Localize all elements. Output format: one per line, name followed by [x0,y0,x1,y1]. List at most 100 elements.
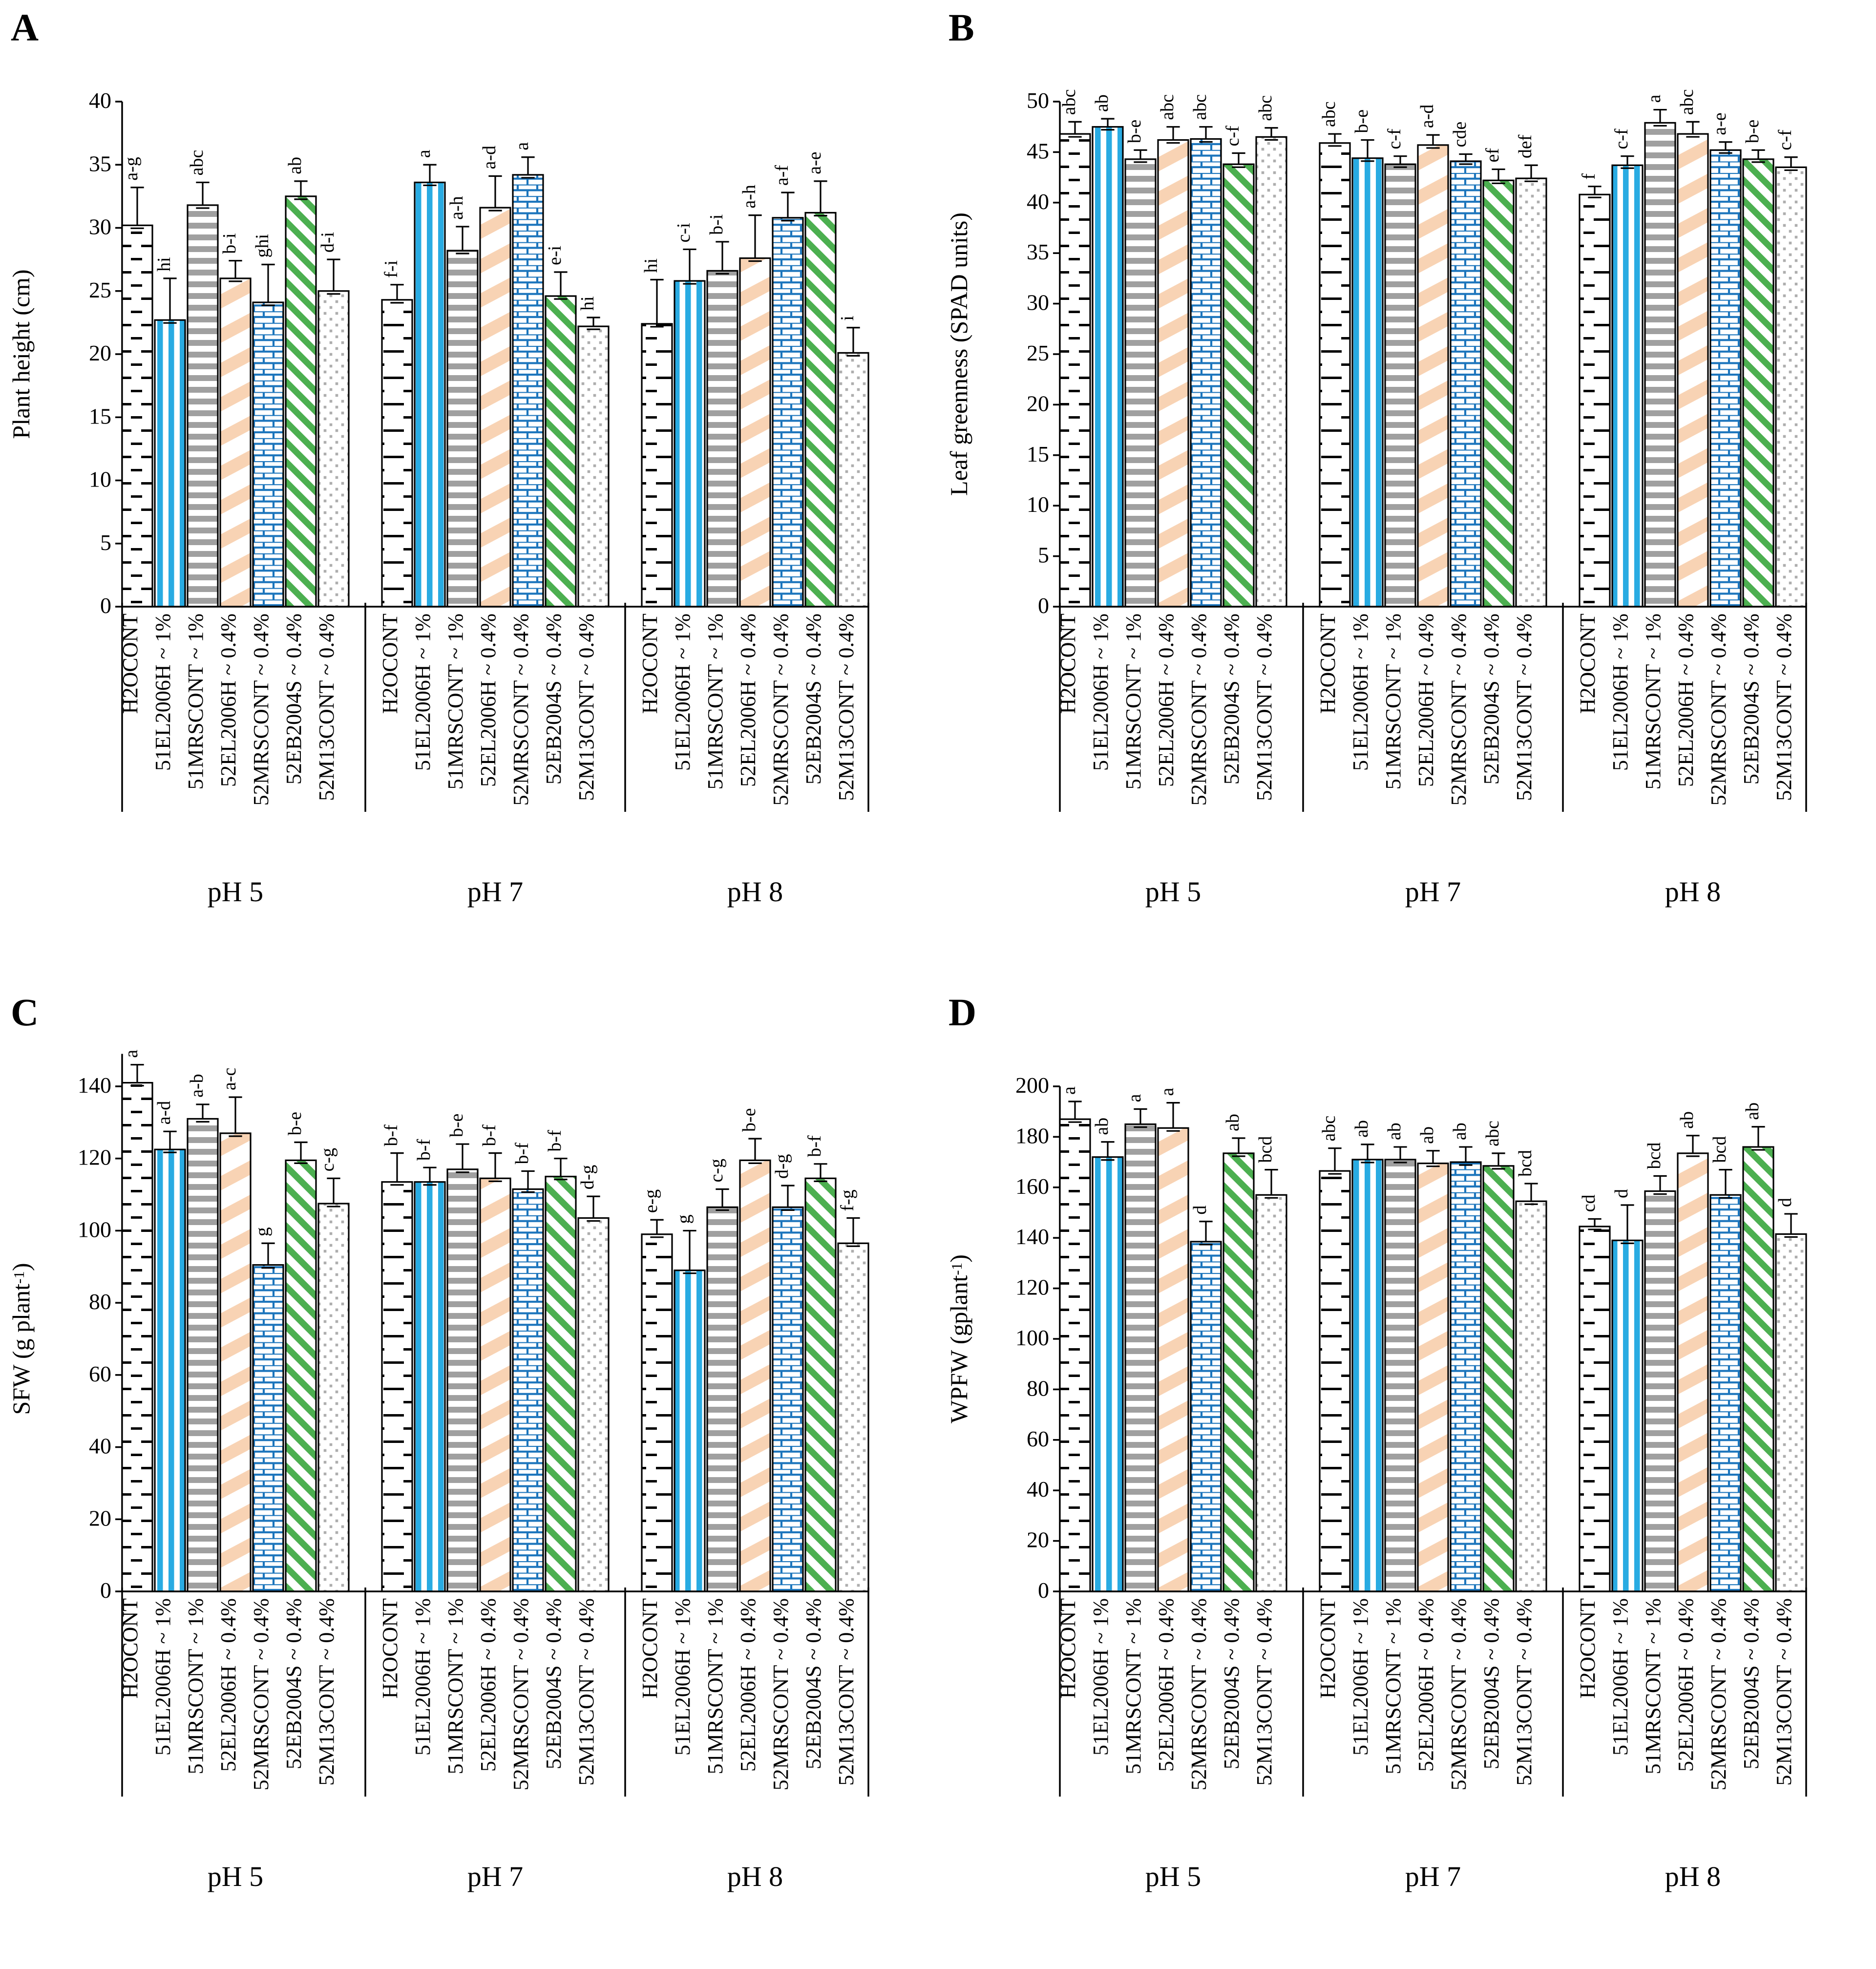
svg-text:hi: hi [577,296,598,311]
svg-text:52MRSCONT ~ 0.4%: 52MRSCONT ~ 0.4% [769,614,793,805]
svg-text:52EL2006H ~ 0.4%: 52EL2006H ~ 0.4% [216,614,240,787]
svg-text:D: D [949,992,976,1034]
svg-text:H2OCONT: H2OCONT [638,1598,662,1698]
svg-text:51EL2006H ~ 1%: 51EL2006H ~ 1% [1089,1598,1113,1756]
svg-text:52EB2004S ~ 0.4%: 52EB2004S ~ 0.4% [1479,614,1503,784]
svg-text:51MRSCONT ~ 1%: 51MRSCONT ~ 1% [184,1598,208,1774]
svg-text:ab: ab [1092,94,1112,112]
svg-text:51EL2006H ~ 1%: 51EL2006H ~ 1% [151,614,175,771]
svg-text:H2OCONT: H2OCONT [1056,1598,1080,1698]
svg-text:abc: abc [1677,89,1697,115]
svg-text:51EL2006H ~ 1%: 51EL2006H ~ 1% [1608,614,1632,771]
svg-text:H2OCONT: H2OCONT [1316,1598,1340,1698]
svg-text:52EL2006H ~ 0.4%: 52EL2006H ~ 0.4% [216,1598,240,1772]
svg-text:ab: ab [285,157,305,174]
svg-text:d-i: d-i [317,232,338,253]
svg-text:abc: abc [1059,89,1079,115]
svg-text:abc: abc [1255,95,1276,121]
svg-text:hi: hi [154,257,174,272]
svg-text:g: g [252,1227,273,1236]
svg-text:51EL2006H ~ 1%: 51EL2006H ~ 1% [1349,614,1372,771]
svg-text:25: 25 [89,277,111,302]
svg-text:5: 5 [100,530,111,555]
svg-text:a: a [1157,1088,1178,1096]
svg-text:0: 0 [1038,593,1049,618]
svg-text:abc: abc [1319,101,1339,127]
svg-text:52EB2004S ~ 0.4%: 52EB2004S ~ 0.4% [1220,614,1244,784]
svg-text:bcd: bcd [1709,1136,1730,1163]
svg-text:51EL2006H ~ 1%: 51EL2006H ~ 1% [1608,1598,1632,1756]
svg-text:52M13CONT ~ 0.4%: 52M13CONT ~ 0.4% [1512,614,1536,801]
svg-text:52EB2004S ~ 0.4%: 52EB2004S ~ 0.4% [1739,1598,1763,1769]
svg-text:pH 5: pH 5 [1145,876,1201,908]
svg-text:52M13CONT ~ 0.4%: 52M13CONT ~ 0.4% [574,1598,598,1786]
svg-text:52MRSCONT ~ 0.4%: 52MRSCONT ~ 0.4% [1707,1598,1730,1790]
svg-text:b-e: b-e [285,1112,305,1136]
svg-text:51EL2006H ~ 1%: 51EL2006H ~ 1% [671,1598,695,1756]
svg-text:a: a [414,149,434,158]
svg-text:30: 30 [89,214,111,239]
svg-text:20: 20 [1027,391,1049,416]
svg-text:51MRSCONT ~ 1%: 51MRSCONT ~ 1% [1381,1598,1405,1774]
svg-text:51EL2006H ~ 1%: 51EL2006H ~ 1% [411,614,435,771]
svg-text:51MRSCONT ~ 1%: 51MRSCONT ~ 1% [1641,1598,1665,1774]
svg-text:52EB2004S ~ 0.4%: 52EB2004S ~ 0.4% [801,614,825,784]
svg-text:52M13CONT ~ 0.4%: 52M13CONT ~ 0.4% [834,1598,858,1786]
svg-text:51MRSCONT ~ 1%: 51MRSCONT ~ 1% [1121,614,1145,789]
svg-text:hi: hi [641,258,661,273]
svg-text:cde: cde [1450,122,1470,148]
svg-text:140: 140 [1015,1224,1049,1249]
svg-text:cd: cd [1579,1195,1599,1212]
svg-text:52EB2004S ~ 0.4%: 52EB2004S ~ 0.4% [801,1598,825,1769]
svg-text:51EL2006H ~ 1%: 51EL2006H ~ 1% [671,614,695,771]
svg-text:pH 5: pH 5 [1145,1861,1201,1892]
svg-text:52EB2004S ~ 0.4%: 52EB2004S ~ 0.4% [1479,1598,1503,1769]
svg-text:pH 7: pH 7 [467,876,523,908]
svg-text:H2OCONT: H2OCONT [378,1598,402,1698]
svg-text:52EL2006H ~ 0.4%: 52EL2006H ~ 0.4% [476,1598,500,1772]
svg-text:ab: ab [1417,1126,1437,1144]
svg-text:d-g: d-g [577,1165,598,1190]
svg-text:bcd: bcd [1255,1136,1276,1163]
svg-text:pH 8: pH 8 [727,1861,783,1892]
svg-text:51MRSCONT ~ 1%: 51MRSCONT ~ 1% [1381,614,1405,789]
svg-text:c-f: c-f [1223,126,1243,147]
svg-text:H2OCONT: H2OCONT [1316,614,1340,714]
svg-text:c-f: c-f [1611,128,1632,149]
svg-text:SFW (g plant-1): SFW (g plant-1) [7,1263,35,1415]
svg-text:a-f: a-f [772,165,792,186]
svg-text:200: 200 [1015,1073,1049,1098]
svg-text:b-f: b-f [381,1124,401,1146]
svg-text:e-i: e-i [545,246,565,265]
svg-text:b-f: b-f [804,1135,825,1157]
svg-text:ab: ab [1223,1114,1243,1131]
svg-text:H2OCONT: H2OCONT [638,614,662,714]
svg-text:a-d: a-d [479,146,500,169]
svg-text:abc: abc [1319,1116,1339,1142]
svg-text:51EL2006H ~ 1%: 51EL2006H ~ 1% [1349,1598,1372,1756]
svg-text:20: 20 [89,1505,111,1530]
svg-text:d: d [1775,1198,1795,1207]
svg-text:b-e: b-e [1742,120,1763,144]
svg-text:a-g: a-g [121,157,142,181]
svg-text:52MRSCONT ~ 0.4%: 52MRSCONT ~ 0.4% [249,614,273,805]
svg-text:H2OCONT: H2OCONT [1056,614,1080,714]
svg-text:H2OCONT: H2OCONT [378,614,402,714]
svg-text:52EL2006H ~ 0.4%: 52EL2006H ~ 0.4% [1154,1598,1178,1772]
svg-text:140: 140 [78,1073,111,1098]
svg-text:52M13CONT ~ 0.4%: 52M13CONT ~ 0.4% [574,614,598,801]
svg-text:c-g: c-g [706,1159,727,1183]
svg-text:c-f: c-f [1384,128,1405,149]
svg-text:a-e: a-e [804,151,825,174]
svg-text:ab: ab [1450,1122,1470,1140]
svg-text:52EL2006H ~ 0.4%: 52EL2006H ~ 0.4% [1414,614,1438,787]
svg-text:51MRSCONT ~ 1%: 51MRSCONT ~ 1% [184,614,208,789]
svg-text:a: a [121,1050,142,1058]
svg-text:WPFW (gplant-1): WPFW (gplant-1) [945,1254,972,1423]
svg-text:pH 7: pH 7 [1405,876,1461,908]
svg-text:52M13CONT ~ 0.4%: 52M13CONT ~ 0.4% [1512,1598,1536,1786]
svg-text:52MRSCONT ~ 0.4%: 52MRSCONT ~ 0.4% [769,1598,793,1790]
svg-text:ef: ef [1482,148,1503,163]
svg-text:51MRSCONT ~ 1%: 51MRSCONT ~ 1% [443,1598,467,1774]
svg-text:52EB2004S ~ 0.4%: 52EB2004S ~ 0.4% [282,1598,306,1769]
